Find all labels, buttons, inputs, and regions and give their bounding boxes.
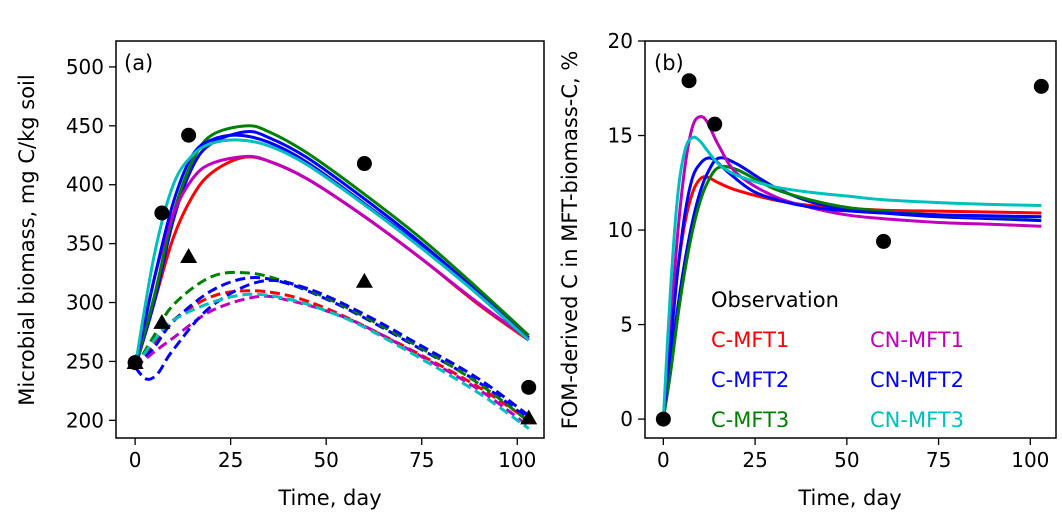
legend-item-c-mft3: C-MFT3: [711, 408, 789, 432]
panel-b-frame: [644, 40, 1057, 439]
panel-a-label: (a): [124, 51, 153, 75]
panel-a-series-cn-mft3-dashed: [133, 292, 530, 430]
panel-a-x-tick-label: 75: [409, 448, 434, 472]
panel-a-series-cn-mft1: [133, 154, 530, 368]
panel-b-curves: [661, 114, 1042, 420]
panel-a-y-tick-label: 500: [66, 55, 104, 79]
panel-a-x-tick-label: 100: [498, 448, 536, 472]
panel-a-series-cn-mft2-dashed: [133, 278, 530, 417]
legend-item-cn-mft3: CN-MFT3: [870, 408, 964, 432]
panel-b-label: (b): [654, 51, 684, 75]
panel-a-observation-circle: [521, 379, 537, 395]
panel-b-x-tick-label: 0: [657, 448, 670, 472]
panel-a-x-tick-label: 0: [129, 448, 142, 472]
panel-b-series-cn-mft1: [661, 114, 1042, 420]
panel-b-x-tick-label: 75: [926, 448, 951, 472]
legend-item-cn-mft1: CN-MFT1: [870, 328, 964, 352]
panel-a-x-tick-label: 50: [313, 448, 338, 472]
panel-a-observation-circle: [181, 127, 197, 143]
legend-item-cn-mft2: CN-MFT2: [870, 368, 964, 392]
panel-a-x-tick-label: 25: [218, 448, 243, 472]
panel-a-y-tick-label: 400: [66, 173, 104, 197]
panel-a-frame: [115, 40, 545, 439]
panel-b-y-tick-label: 10: [608, 218, 633, 242]
panel-b-y-tick-label: 0: [620, 407, 633, 431]
panel-b-x-tick-label: 50: [834, 448, 859, 472]
panel-b-x-tick-label: 100: [1011, 448, 1049, 472]
panel-b-observation-circle: [1033, 78, 1049, 94]
panel-b-x-axis-title: Time, day: [797, 486, 901, 510]
panel-a-y-axis-title: Microbial biomass, mg C/kg soil: [15, 74, 39, 405]
panel-a-y-tick-label: 450: [66, 114, 104, 138]
panel-a-series-c-mft2: [133, 130, 530, 368]
panel-a-y-tick-label: 200: [66, 408, 104, 432]
legend-observation: Observation: [711, 288, 839, 312]
legend-item-c-mft2: C-MFT2: [711, 368, 789, 392]
panel-b-x-ticks: 0 25 50 75 100: [657, 438, 1049, 472]
panel-a-observations: [126, 127, 538, 425]
legend-item-c-mft1: C-MFT1: [711, 328, 789, 352]
panel-a-observation-triangle: [126, 354, 144, 369]
panel-a-y-tick-label: 250: [66, 349, 104, 373]
panel-a-observation-circle: [154, 205, 170, 221]
panel-a-x-axis-title: Time, day: [277, 486, 381, 510]
panel-b-y-ticks: 0 5 10 15 20: [608, 29, 645, 431]
panel-b-observation-circle: [681, 73, 697, 89]
panel-a-y-tick-label: 350: [66, 232, 104, 256]
panel-a-y-tick-label: 300: [66, 291, 104, 315]
panel-b-y-tick-label: 5: [620, 313, 633, 337]
legend: Observation C-MFT1 CN-MFT1 C-MFT2 CN-MFT…: [711, 288, 964, 432]
panel-b-y-axis-title: FOM-derived C in MFT-biomass-C, %: [558, 51, 582, 430]
panel-a: 0 25 50 75 100 200 250 300 350 400 450 500 (a) Tim…: [15, 40, 545, 510]
panel-a-observation-triangle: [180, 248, 198, 263]
panel-b-series-cn-mft3: [661, 135, 1042, 420]
panel-b-observation-circle: [655, 411, 671, 427]
panel-b-observation-circle: [707, 116, 723, 132]
panel-a-series-cn-mft3: [133, 138, 530, 368]
panel-a-observation-triangle: [355, 272, 373, 288]
panel-a-observation-triangle: [153, 314, 171, 329]
panel-a-series-c-mft3: [133, 124, 530, 368]
panel-a-observation-circle: [356, 156, 372, 172]
panel-b-x-tick-label: 25: [742, 448, 767, 472]
panel-a-series-cn-mft1-dashed: [134, 294, 530, 428]
panel-b-y-tick-label: 20: [608, 29, 633, 53]
panel-a-observation-triangle: [520, 409, 538, 425]
panel-a-y-ticks: 200 250 300 350 400 450 500: [66, 55, 116, 432]
panel-b: 0 25 50 75 100 0 5 10 15 20 (b) Time, day FOM-de…: [558, 29, 1057, 510]
panel-b-observations: [655, 73, 1049, 427]
panel-a-x-ticks: 0 25 50 75 100: [129, 438, 536, 472]
panel-a-curves: [133, 124, 530, 430]
panel-b-observation-circle: [876, 233, 892, 249]
panel-b-y-tick-label: 15: [608, 124, 633, 148]
